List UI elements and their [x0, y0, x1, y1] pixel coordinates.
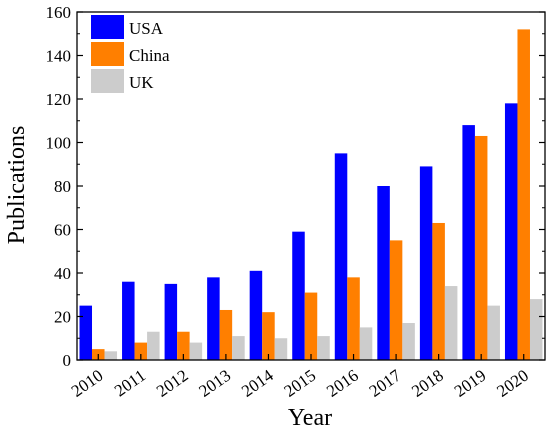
legend-label-uk: UK: [129, 73, 154, 92]
bar-uk-2011: [147, 331, 160, 360]
x-tick-label-2012: 2012: [153, 366, 192, 401]
x-tick-label-2010: 2010: [68, 366, 107, 401]
bar-usa-2011: [122, 281, 135, 360]
bar-usa-2012: [164, 283, 178, 361]
bar-china-2020: [517, 29, 530, 361]
y-axis-title: Publications: [4, 126, 30, 245]
x-tick-label-2017: 2017: [366, 365, 405, 400]
legend-swatch-uk: [91, 69, 124, 93]
bar-uk-2010: [104, 351, 118, 360]
x-tick-label-2020: 2020: [493, 366, 532, 401]
y-tick-label-20: 20: [54, 308, 71, 327]
bar-usa-2019: [462, 125, 475, 360]
bar-usa-2015: [292, 231, 305, 360]
bar-usa-2014: [249, 270, 263, 360]
bar-uk-2018: [444, 286, 458, 360]
bar-uk-2012: [189, 342, 203, 360]
bar-china-2012: [177, 331, 190, 360]
bar-china-2018: [432, 222, 445, 360]
y-tick-label-60: 60: [54, 221, 71, 240]
bar-usa-2020: [504, 103, 518, 360]
y-tick-label-80: 80: [54, 177, 71, 196]
y-tick-label-100: 100: [46, 134, 72, 153]
y-tick-label-40: 40: [54, 264, 71, 283]
bar-usa-2010: [79, 305, 93, 361]
bar-usa-2016: [334, 153, 348, 361]
y-tick-label-120: 120: [46, 90, 72, 109]
legend-swatch-usa: [91, 15, 124, 39]
bar-china-2014: [262, 312, 275, 360]
x-axis-title: Year: [288, 405, 332, 431]
bars-layer: [79, 29, 543, 361]
bar-china-2015: [304, 292, 318, 360]
bar-uk-2014: [274, 338, 288, 360]
bar-uk-2013: [232, 336, 245, 360]
x-tick-label-2014: 2014: [238, 365, 277, 400]
legend-swatch-china: [91, 42, 124, 66]
y-tick-label-140: 140: [46, 47, 72, 66]
bar-china-2013: [219, 309, 233, 360]
legend: USA China UK: [91, 15, 170, 93]
bar-china-2017: [389, 240, 403, 361]
bar-usa-2017: [377, 186, 390, 360]
x-tick-label-2016: 2016: [323, 366, 362, 401]
y-tick-label-160: 160: [46, 3, 72, 22]
bar-usa-2013: [207, 277, 220, 360]
x-tick-label-2013: 2013: [195, 366, 234, 401]
bar-china-2019: [474, 135, 488, 360]
legend-label-china: China: [129, 46, 170, 65]
y-tick-label-0: 0: [63, 351, 72, 370]
bar-usa-2018: [419, 166, 433, 360]
bar-uk-2017: [402, 323, 415, 360]
bar-china-2016: [347, 277, 360, 360]
bar-uk-2015: [317, 336, 330, 360]
bar-uk-2019: [487, 305, 500, 361]
bar-uk-2016: [359, 327, 373, 361]
x-tick-label-2018: 2018: [408, 366, 447, 401]
legend-label-usa: USA: [129, 19, 164, 38]
x-tick-label-2019: 2019: [451, 366, 490, 401]
bar-china-2011: [134, 342, 148, 360]
bar-uk-2020: [529, 299, 543, 360]
x-tick-label-2011: 2011: [111, 366, 149, 401]
x-tick-label-2015: 2015: [281, 366, 320, 401]
